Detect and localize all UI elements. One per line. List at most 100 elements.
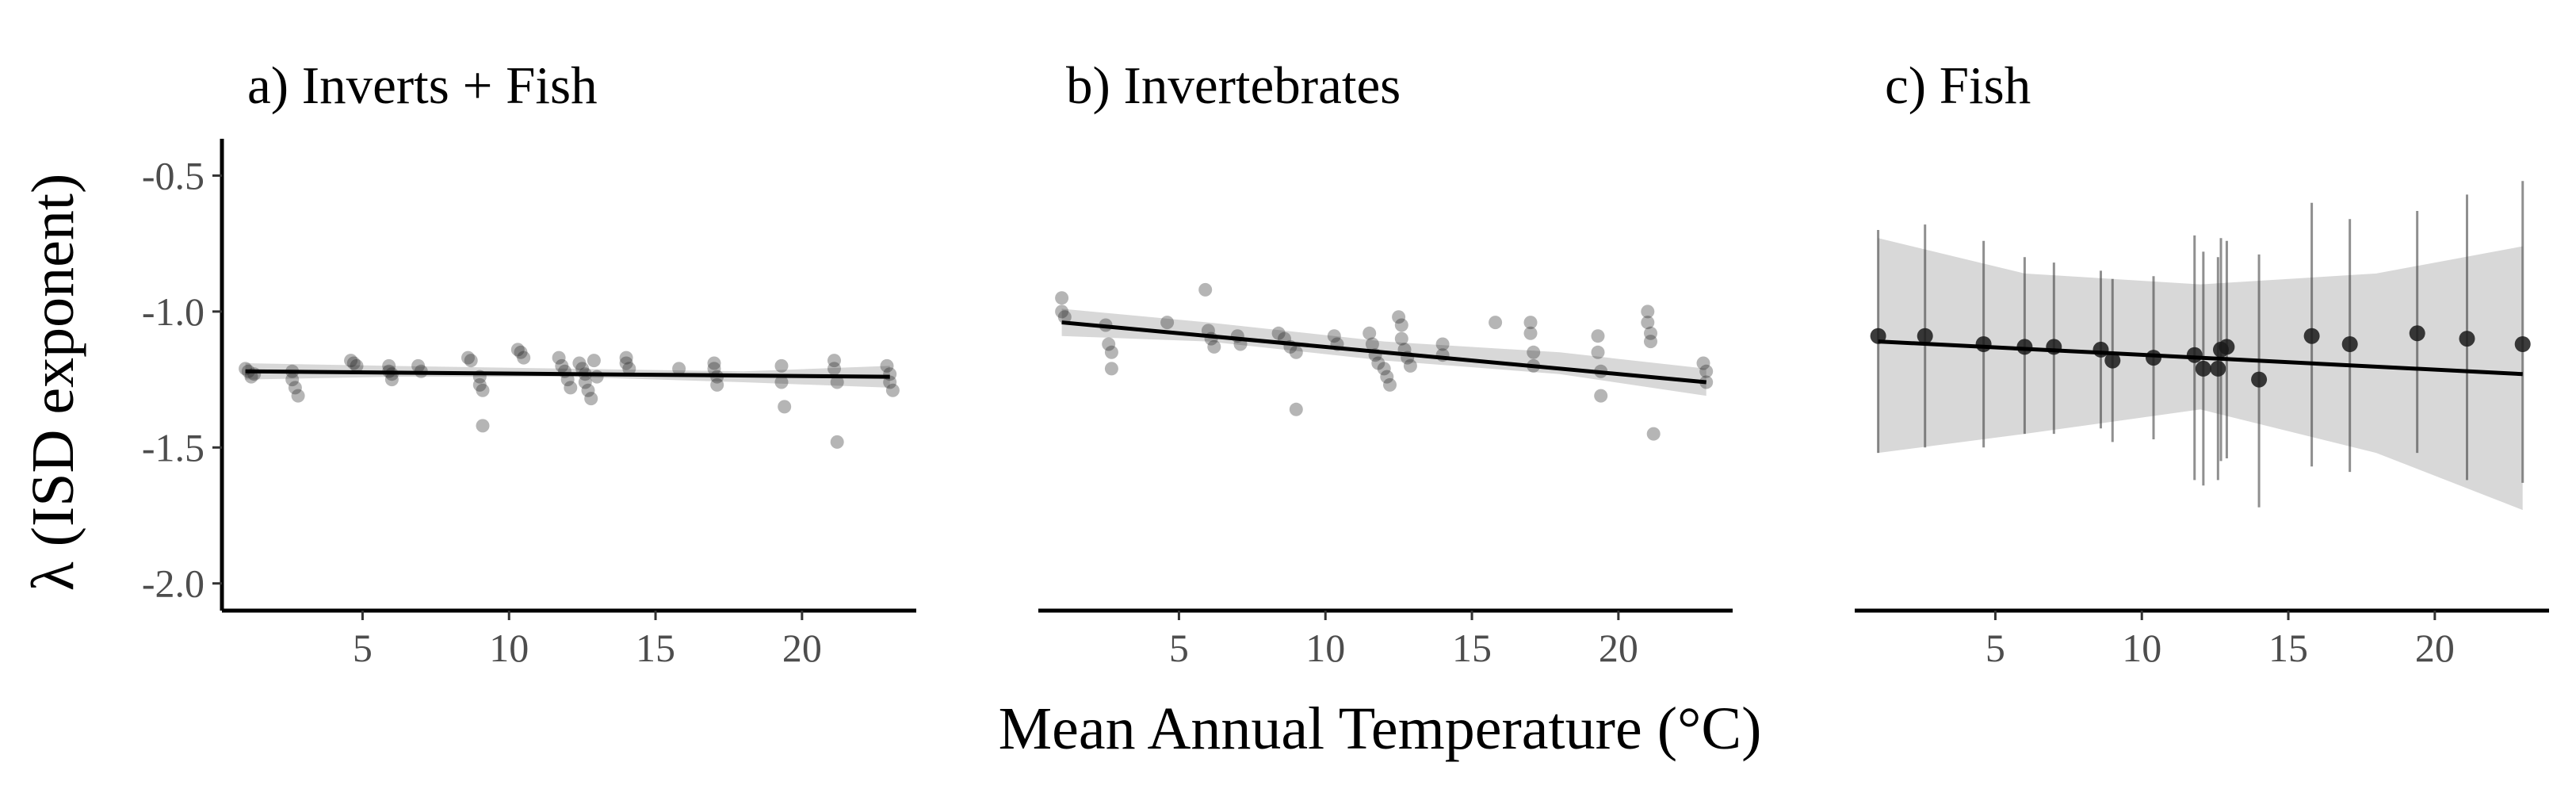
panel-a-point-7 bbox=[291, 389, 305, 403]
panel-a-point-51 bbox=[827, 362, 841, 376]
y-tick-label-3: -2.0 bbox=[142, 561, 204, 606]
panel-a-point-36 bbox=[584, 392, 598, 406]
panel-c-point-13 bbox=[2251, 371, 2268, 388]
panel-a-point-6 bbox=[288, 381, 302, 395]
panel-b-point-4 bbox=[1102, 337, 1116, 351]
panel-a-point-53 bbox=[830, 435, 844, 449]
panel-c-point-17 bbox=[2459, 331, 2475, 347]
panel-b-point-5 bbox=[1104, 345, 1118, 359]
panel-c-point-9 bbox=[2195, 360, 2211, 377]
panel-b-point-41 bbox=[1591, 329, 1605, 343]
panel-b-point-6 bbox=[1104, 362, 1118, 376]
panel-a-point-11 bbox=[382, 358, 396, 373]
panel-a-point-39 bbox=[619, 351, 633, 365]
panel-c-point-6 bbox=[2104, 352, 2121, 369]
panel-a-point-47 bbox=[774, 358, 789, 373]
panel-b-point-36 bbox=[1489, 316, 1503, 330]
panel-a-point-21 bbox=[476, 383, 490, 397]
panel-b-point-28 bbox=[1392, 310, 1406, 324]
x-axes: 5 10 15 20 5 10 15 20 5 10 15 20 bbox=[222, 608, 2549, 670]
panel-a-point-3 bbox=[247, 367, 262, 381]
x-axis-title: Mean Annual Temperature (°C) bbox=[999, 695, 1762, 762]
panel-b-point-19 bbox=[1327, 329, 1341, 343]
panel-a-point-43 bbox=[707, 356, 721, 370]
panel-c-title: c) Fish bbox=[1885, 56, 2031, 115]
panel-c-point-14 bbox=[2303, 328, 2320, 344]
panel-a-point-41 bbox=[622, 362, 636, 376]
panel-c-point-1 bbox=[1917, 328, 1933, 344]
panel-a-point-5 bbox=[285, 373, 300, 387]
panel-a-point-22 bbox=[476, 419, 490, 433]
panel-b-point-47 bbox=[1644, 326, 1657, 340]
panel-a-point-56 bbox=[883, 375, 897, 389]
panel-b-point-2 bbox=[1057, 310, 1072, 324]
panel-b-title: b) Invertebrates bbox=[1066, 56, 1401, 115]
panel-a-point-30 bbox=[564, 381, 578, 395]
panel-c-plot bbox=[1870, 181, 2531, 511]
panel-a-point-20 bbox=[472, 377, 487, 392]
panel-c-x-tick-label-15: 15 bbox=[2268, 626, 2308, 670]
panel-b-point-44 bbox=[1594, 389, 1608, 403]
panel-a-point-49 bbox=[778, 400, 792, 414]
panel-b-point-18 bbox=[1289, 402, 1303, 416]
panel-a-point-26 bbox=[552, 351, 566, 365]
panel-a-point-25 bbox=[517, 351, 531, 365]
panel-c-point-5 bbox=[2093, 341, 2109, 358]
panel-a-x-tick-label-5: 5 bbox=[353, 626, 373, 670]
y-tick-label-2: -1.5 bbox=[142, 425, 204, 469]
panel-a-point-35 bbox=[581, 383, 595, 397]
panel-a-x-tick-label-20: 20 bbox=[782, 626, 822, 670]
panel-a-point-18 bbox=[464, 354, 478, 368]
panel-c-x-tick-label-10: 10 bbox=[2122, 626, 2161, 670]
panel-c-point-10 bbox=[2210, 360, 2226, 377]
panel-b-point-1 bbox=[1055, 305, 1069, 319]
panel-b-point-22 bbox=[1365, 337, 1379, 351]
panel-a-title: a) Inverts + Fish bbox=[247, 56, 598, 115]
panel-b-point-42 bbox=[1591, 345, 1605, 359]
panel-c-point-2 bbox=[1975, 336, 1992, 352]
y-axis: -0.5 -1.0 -1.5 -2.0 bbox=[142, 139, 224, 611]
panel-c-point-16 bbox=[2409, 325, 2425, 342]
panel-a-point-32 bbox=[575, 362, 590, 376]
panel-b-point-21 bbox=[1363, 326, 1377, 340]
panel-b-point-11 bbox=[1207, 339, 1221, 354]
panel-c-x-tick-label-20: 20 bbox=[2415, 626, 2455, 670]
panel-a-point-10 bbox=[350, 358, 364, 373]
panel-a-x-tick-label-15: 15 bbox=[636, 626, 675, 670]
panel-b-point-39 bbox=[1527, 345, 1541, 359]
panel-b-point-45 bbox=[1641, 305, 1655, 319]
panel-b-point-46 bbox=[1641, 316, 1655, 330]
panel-a-point-54 bbox=[880, 358, 894, 373]
panel-b-x-tick-label-10: 10 bbox=[1305, 626, 1345, 670]
panel-b-point-51 bbox=[1699, 364, 1714, 378]
panel-b-point-27 bbox=[1383, 377, 1397, 392]
panel-b-point-50 bbox=[1696, 356, 1710, 370]
panel-b-point-48 bbox=[1644, 335, 1657, 349]
panel-c-x-tick-label-5: 5 bbox=[1986, 626, 2005, 670]
y-tick-label-0: -0.5 bbox=[142, 153, 204, 197]
panel-a-point-48 bbox=[774, 375, 789, 389]
panel-b-fit-line bbox=[1061, 320, 1707, 385]
panel-b-x-tick-label-20: 20 bbox=[1599, 626, 1638, 670]
panel-a-point-31 bbox=[572, 356, 587, 370]
panel-a-point-14 bbox=[384, 373, 399, 387]
panel-b-point-24 bbox=[1371, 356, 1385, 370]
panel-a-point-50 bbox=[827, 354, 841, 368]
panel-b-point-17 bbox=[1289, 345, 1303, 359]
panel-c-fit-line bbox=[1878, 339, 2523, 377]
panel-a-point-27 bbox=[555, 358, 569, 373]
panel-c-point-12 bbox=[2219, 339, 2235, 355]
panel-a-point-34 bbox=[578, 375, 592, 389]
panel-b-point-8 bbox=[1198, 282, 1213, 297]
panel-a-point-57 bbox=[885, 383, 900, 397]
panel-a-fit-line bbox=[245, 369, 890, 379]
panel-a-point-9 bbox=[346, 356, 361, 370]
panel-b-point-37 bbox=[1523, 316, 1538, 330]
panel-c-point-18 bbox=[2514, 336, 2531, 352]
panel-b-point-30 bbox=[1394, 331, 1408, 346]
panel-b-point-14 bbox=[1271, 326, 1286, 340]
panel-a-point-23 bbox=[510, 343, 525, 357]
panel-b-x-tick-label-5: 5 bbox=[1169, 626, 1189, 670]
panel-b-plot bbox=[1055, 282, 1714, 441]
